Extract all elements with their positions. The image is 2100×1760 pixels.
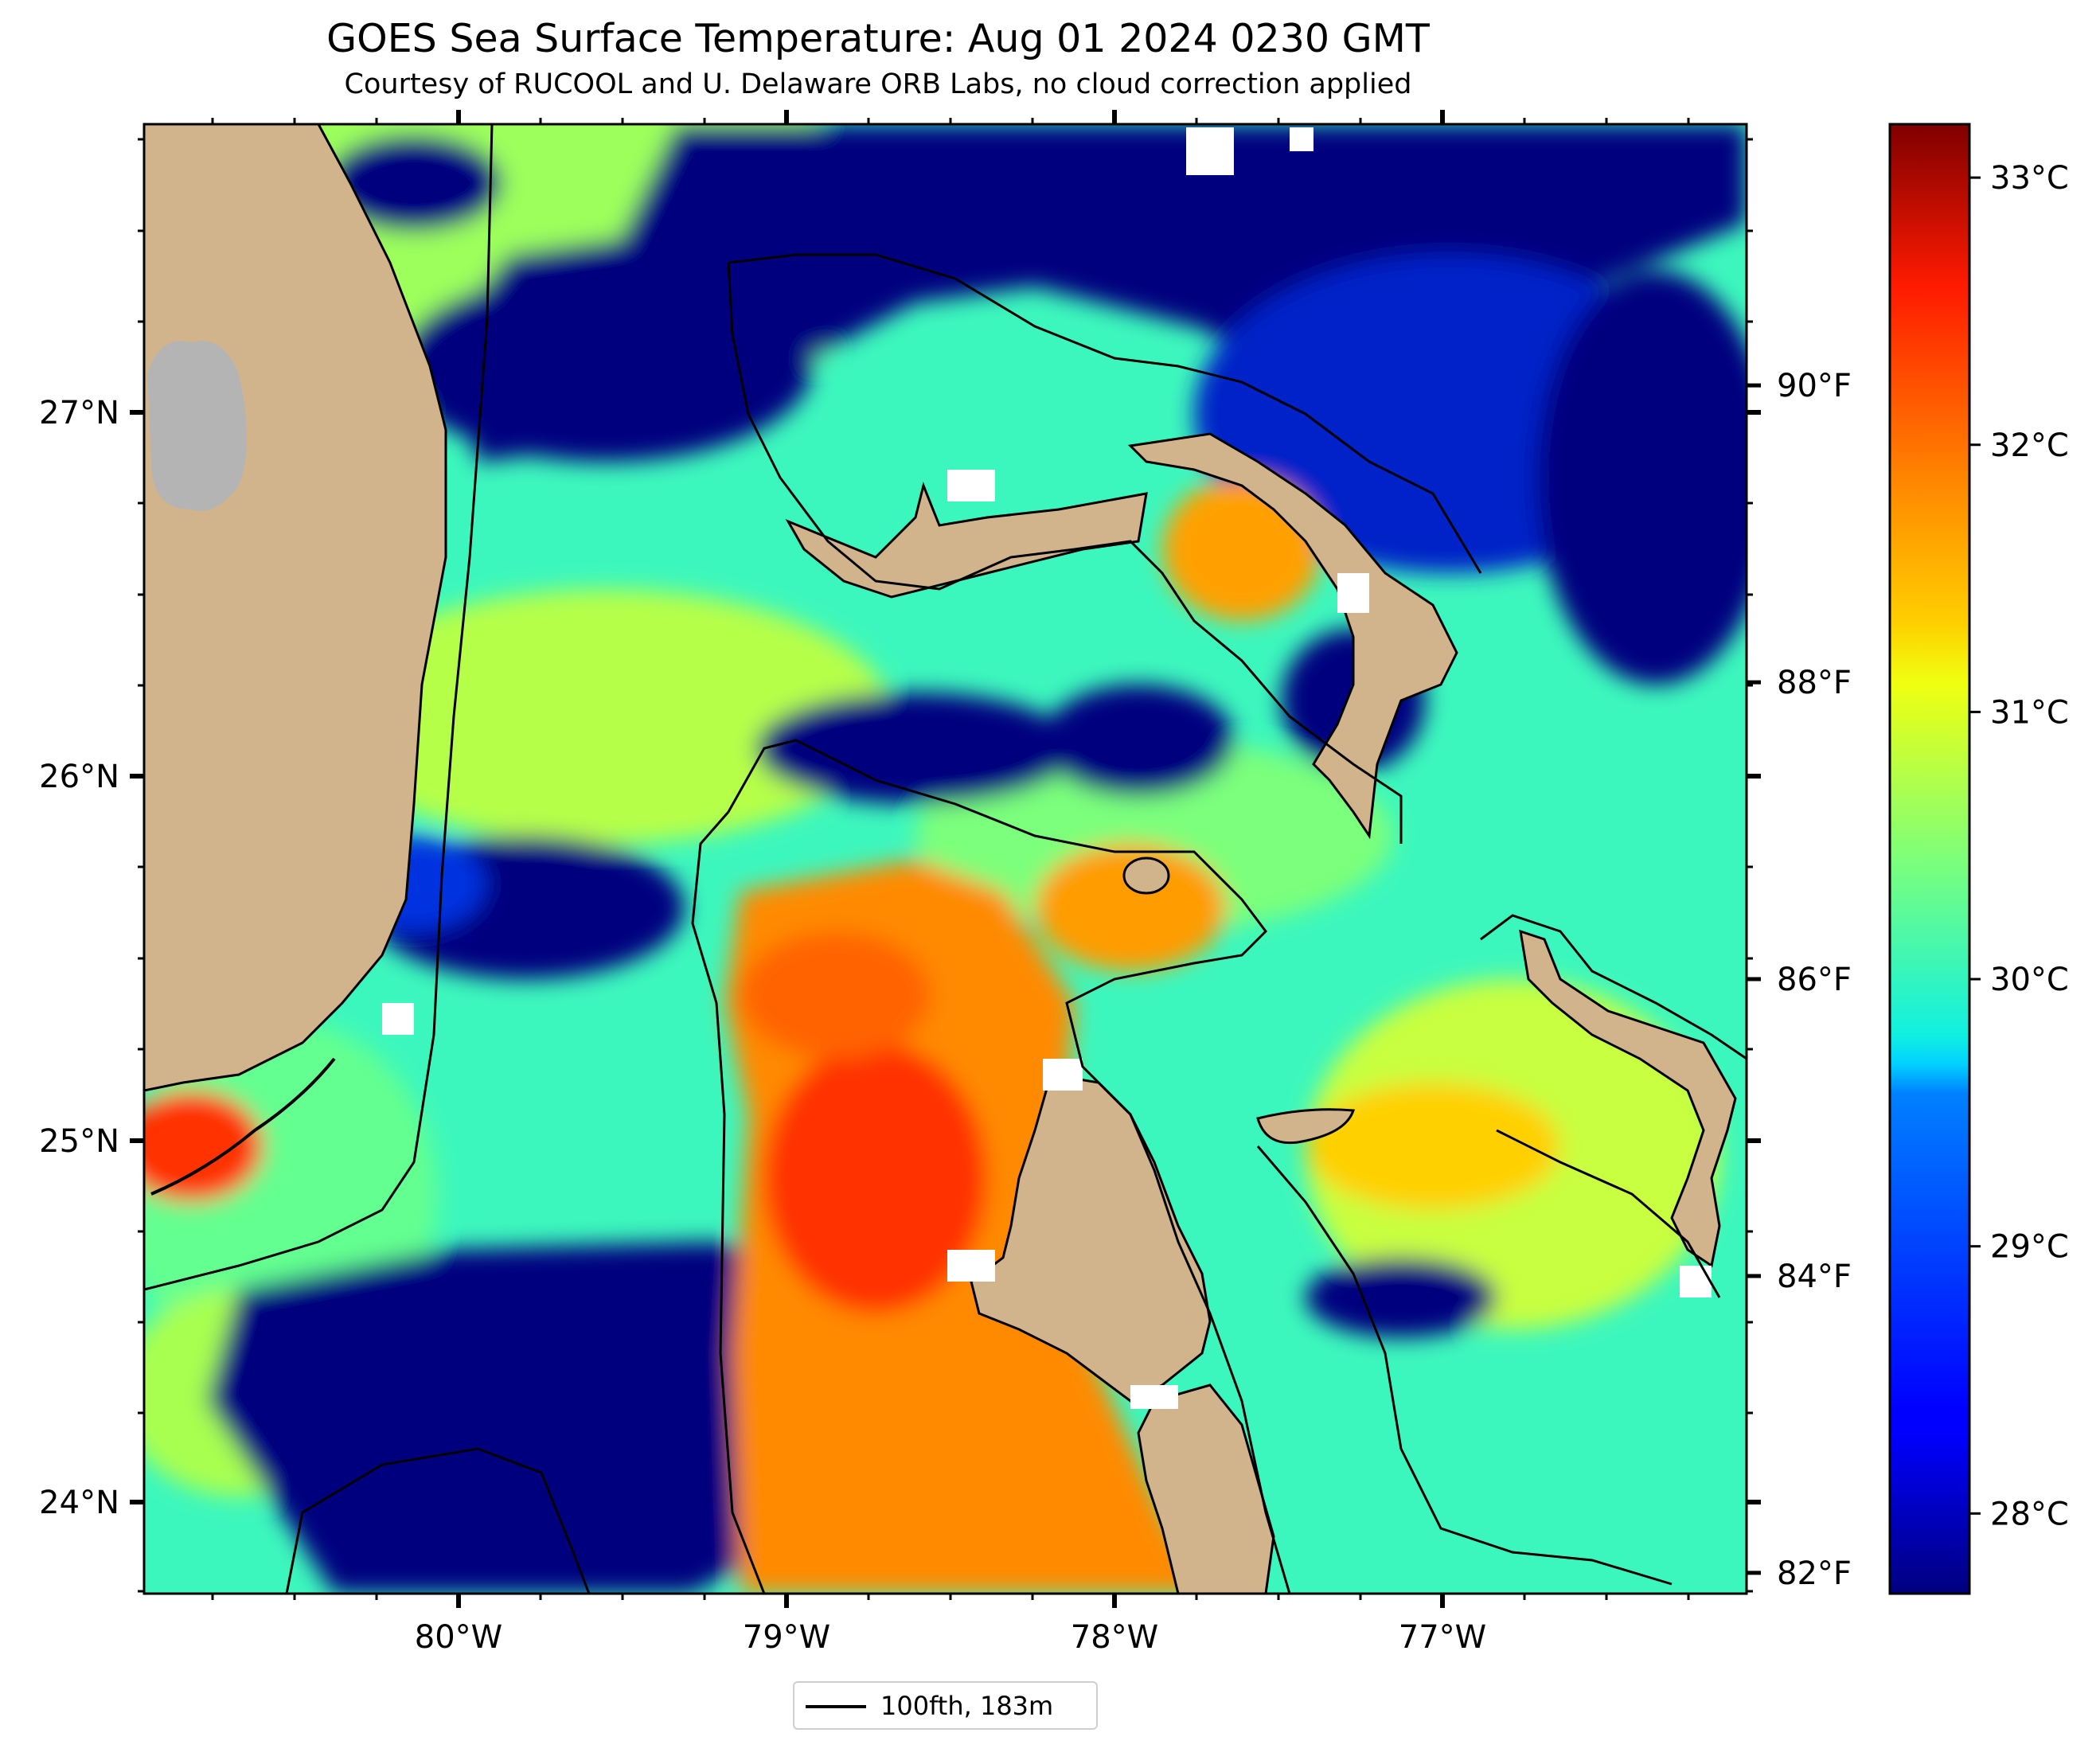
colorbar-fahrenheit-label: 90°F bbox=[1777, 368, 1852, 404]
sst-field bbox=[144, 124, 1747, 1594]
minor-ticks bbox=[138, 118, 1753, 1600]
colorbar-celsius-label: 30°C bbox=[1990, 962, 2069, 998]
lon-label-80w: 80°W bbox=[415, 1619, 502, 1656]
colorbar bbox=[1888, 123, 1971, 1595]
abaco-island bbox=[1127, 432, 1458, 840]
lon-label-78w: 78°W bbox=[1071, 1619, 1158, 1656]
grand-bahama-island bbox=[785, 482, 1148, 599]
legend-label: 100fth, 183m bbox=[880, 1691, 1054, 1721]
colorbar-celsius-label: 28°C bbox=[1990, 1496, 2069, 1532]
lon-major-ticks bbox=[456, 110, 1445, 1608]
legend: 100fth, 183m bbox=[793, 1681, 1098, 1730]
isobath-100fth bbox=[144, 124, 1747, 1594]
andros-island bbox=[970, 1073, 1212, 1403]
colorbar-celsius-label: 32°C bbox=[1990, 427, 2069, 464]
map-frame bbox=[142, 123, 1748, 1595]
colorbar-celsius-label: 29°C bbox=[1990, 1229, 2069, 1266]
south-andros-island bbox=[1137, 1383, 1275, 1594]
map-title: GOES Sea Surface Temperature: Aug 01 202… bbox=[326, 16, 1430, 61]
new-providence-island bbox=[1256, 1108, 1356, 1145]
map-subtitle: Courtesy of RUCOOL and U. Delaware ORB L… bbox=[344, 68, 1412, 100]
lat-label-27n: 27°N bbox=[39, 395, 119, 431]
colorbar-fahrenheit-label: 84°F bbox=[1777, 1259, 1852, 1295]
lake-okeechobee bbox=[147, 341, 247, 511]
colorbar-celsius-label: 33°C bbox=[1990, 160, 2069, 197]
lon-label-79w: 79°W bbox=[743, 1619, 830, 1656]
lat-label-26n: 26°N bbox=[39, 759, 119, 795]
colorbar-ticks: 33°C 32°C 31°C 30°C 29°C 28°C 90°F 88°F 86°F 84°F… bbox=[1747, 160, 2069, 1592]
colorbar-fahrenheit-label: 82°F bbox=[1777, 1555, 1852, 1592]
lat-label-25n: 25°N bbox=[39, 1123, 119, 1160]
lon-label-77w: 77°W bbox=[1399, 1619, 1486, 1656]
lat-major-ticks bbox=[130, 410, 1761, 1504]
colorbar-fahrenheit-label: 86°F bbox=[1777, 962, 1852, 998]
legend-isobath-line bbox=[806, 1705, 866, 1708]
colorbar-celsius-label: 31°C bbox=[1990, 694, 2069, 731]
colorbar-fahrenheit-label: 88°F bbox=[1777, 665, 1852, 701]
lat-label-24n: 24°N bbox=[39, 1485, 119, 1521]
